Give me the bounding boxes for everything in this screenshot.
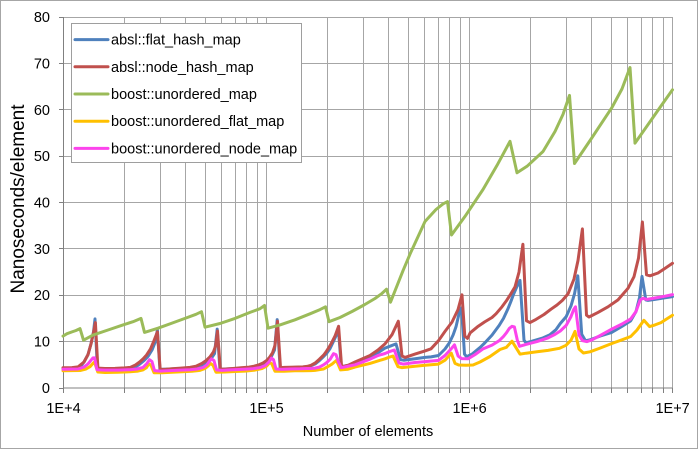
svg-text:Nanoseconds/element: Nanoseconds/element (8, 104, 29, 294)
svg-text:10: 10 (34, 335, 50, 351)
svg-text:80: 80 (34, 10, 50, 26)
svg-text:absl::node_hash_map: absl::node_hash_map (111, 60, 254, 76)
svg-text:absl::flat_hash_map: absl::flat_hash_map (111, 33, 241, 49)
svg-text:1E+4: 1E+4 (46, 401, 80, 417)
svg-text:boost::unordered_map: boost::unordered_map (111, 87, 257, 103)
svg-text:1E+5: 1E+5 (249, 401, 283, 417)
svg-text:70: 70 (34, 56, 50, 72)
svg-text:0: 0 (42, 381, 50, 397)
svg-text:50: 50 (34, 149, 50, 165)
svg-text:Number of elements: Number of elements (303, 424, 434, 440)
svg-text:boost::unordered_flat_map: boost::unordered_flat_map (111, 114, 284, 130)
svg-text:boost::unordered_node_map: boost::unordered_node_map (111, 141, 297, 157)
svg-text:1E+7: 1E+7 (655, 401, 689, 417)
svg-text:60: 60 (34, 103, 50, 119)
svg-text:40: 40 (34, 196, 50, 212)
svg-text:1E+6: 1E+6 (452, 401, 486, 417)
svg-text:30: 30 (34, 242, 50, 258)
svg-text:20: 20 (34, 288, 50, 304)
